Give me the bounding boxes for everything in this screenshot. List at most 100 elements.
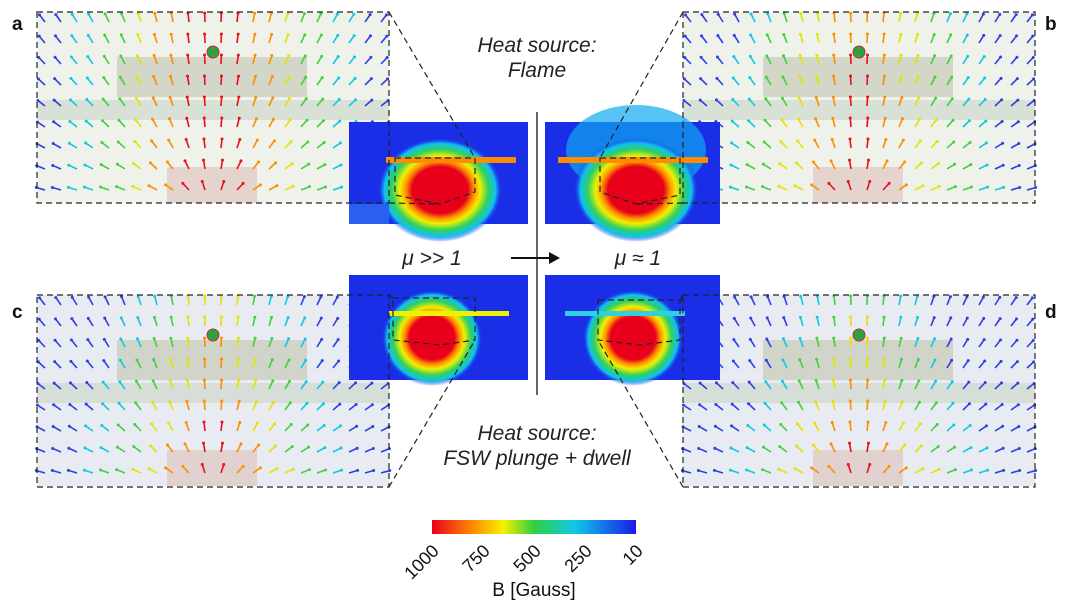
field-arrow-head xyxy=(766,12,769,15)
field-arrow-head xyxy=(320,317,323,320)
field-arrow-head xyxy=(866,337,869,340)
field-arrow-head xyxy=(120,295,123,298)
field-arrow-head xyxy=(970,185,973,188)
field-arrow-head xyxy=(953,163,956,166)
field-arrow-head xyxy=(799,295,802,298)
field-arrow-head xyxy=(54,34,57,37)
field-arrow-head xyxy=(166,160,169,163)
field-arrow-head xyxy=(83,163,86,166)
field-arrow-head xyxy=(186,316,189,319)
field-arrow-head xyxy=(99,185,102,188)
field-arrow-head xyxy=(848,159,851,162)
field-arrow-head xyxy=(810,183,813,186)
field-arrow-head xyxy=(713,469,716,472)
field-arrow-head xyxy=(1002,469,1005,472)
field-arrow-head xyxy=(120,316,123,319)
field-arrow-head xyxy=(275,467,278,470)
field-arrow-head xyxy=(849,379,852,382)
field-arrow-head xyxy=(102,381,105,384)
field-arrow-head xyxy=(70,34,73,37)
field-arrow-head xyxy=(185,400,188,403)
field-arrow-head xyxy=(151,401,154,404)
field-arrow-head xyxy=(53,360,56,363)
field-arrow-head xyxy=(385,13,388,16)
field-arrow-head xyxy=(795,444,798,447)
field-arrow-head xyxy=(1001,120,1004,123)
field-arrow-head xyxy=(848,421,851,424)
field-arrow-head xyxy=(237,54,240,57)
field-arrow-head xyxy=(797,118,800,121)
field-arrow-head xyxy=(321,381,324,384)
field-arrow-head xyxy=(52,403,55,406)
field-arrow-head xyxy=(745,468,748,471)
field-arrow-head xyxy=(148,467,151,470)
field-arrow-head xyxy=(935,118,938,121)
field-arrow-head xyxy=(1018,164,1021,167)
field-arrow-head xyxy=(813,139,816,142)
field-arrow-head xyxy=(799,54,802,57)
field-arrow-head xyxy=(36,99,39,102)
field-arrow-head xyxy=(899,12,902,15)
field-arrow-head xyxy=(812,443,815,446)
field-arrow-head xyxy=(1016,382,1019,385)
field-arrow-head xyxy=(714,425,717,428)
field-arrow-head xyxy=(750,12,753,15)
field-arrow-head xyxy=(967,359,970,362)
field-arrow-head xyxy=(337,338,340,341)
field-arrow-head xyxy=(830,442,833,445)
field-arrow-head xyxy=(324,185,327,188)
field-arrow-head xyxy=(270,54,273,57)
field-arrow-head xyxy=(150,139,153,142)
field-arrow-head xyxy=(238,421,241,424)
field-arrow-head xyxy=(170,33,173,36)
field-arrow-head xyxy=(337,77,340,80)
field-arrow-head xyxy=(778,162,781,165)
field-arrow-head xyxy=(253,316,256,319)
field-arrow-head xyxy=(1015,13,1018,16)
field-arrow-head xyxy=(220,117,223,120)
field-arrow-head xyxy=(1016,360,1019,363)
field-arrow-head xyxy=(54,317,57,320)
field-arrow-head xyxy=(132,162,135,165)
field-arrow-head xyxy=(149,444,152,447)
field-arrow-head xyxy=(168,400,171,403)
field-arrow-head xyxy=(816,316,819,319)
field-arrow-head xyxy=(799,33,802,36)
field-arrow-head xyxy=(982,317,985,320)
field-arrow-head xyxy=(936,423,939,426)
field-arrow-head xyxy=(810,466,813,469)
field-arrow-head xyxy=(746,163,749,166)
field-arrow-head xyxy=(918,401,921,404)
field-arrow-head xyxy=(747,119,750,122)
field-arrow-head xyxy=(116,163,119,166)
caption: Flame xyxy=(508,59,566,82)
field-arrow-head xyxy=(51,164,54,167)
field-arrow-head xyxy=(777,468,780,471)
field-arrow-head xyxy=(239,159,242,162)
field-arrow-head xyxy=(322,402,325,405)
field-arrow-head xyxy=(781,97,784,100)
field-arrow-head xyxy=(1001,403,1004,406)
field-arrow-head xyxy=(150,422,153,425)
magnet xyxy=(167,167,257,203)
field-arrow-head xyxy=(917,75,920,78)
field-arrow-head xyxy=(100,163,103,166)
field-arrow-head xyxy=(1034,469,1037,472)
field-arrow-head xyxy=(781,75,784,78)
field-arrow-head xyxy=(936,140,939,143)
field-arrow-head xyxy=(999,317,1002,320)
field-arrow-head xyxy=(1018,186,1021,189)
panel-label: a xyxy=(12,14,23,35)
field-arrow-head xyxy=(271,96,274,99)
field-arrow-head xyxy=(238,400,241,403)
field-arrow-head xyxy=(83,469,86,472)
colorbar-tick: 750 xyxy=(458,541,493,576)
field-arrow-head xyxy=(118,97,121,100)
field-arrow-head xyxy=(777,185,780,188)
field-arrow-head xyxy=(749,317,752,320)
field-arrow-head xyxy=(386,56,389,59)
field-arrow-head xyxy=(938,468,941,471)
field-arrow-head xyxy=(370,77,373,80)
field-arrow-head xyxy=(1031,296,1034,299)
field-arrow-head xyxy=(917,379,920,382)
